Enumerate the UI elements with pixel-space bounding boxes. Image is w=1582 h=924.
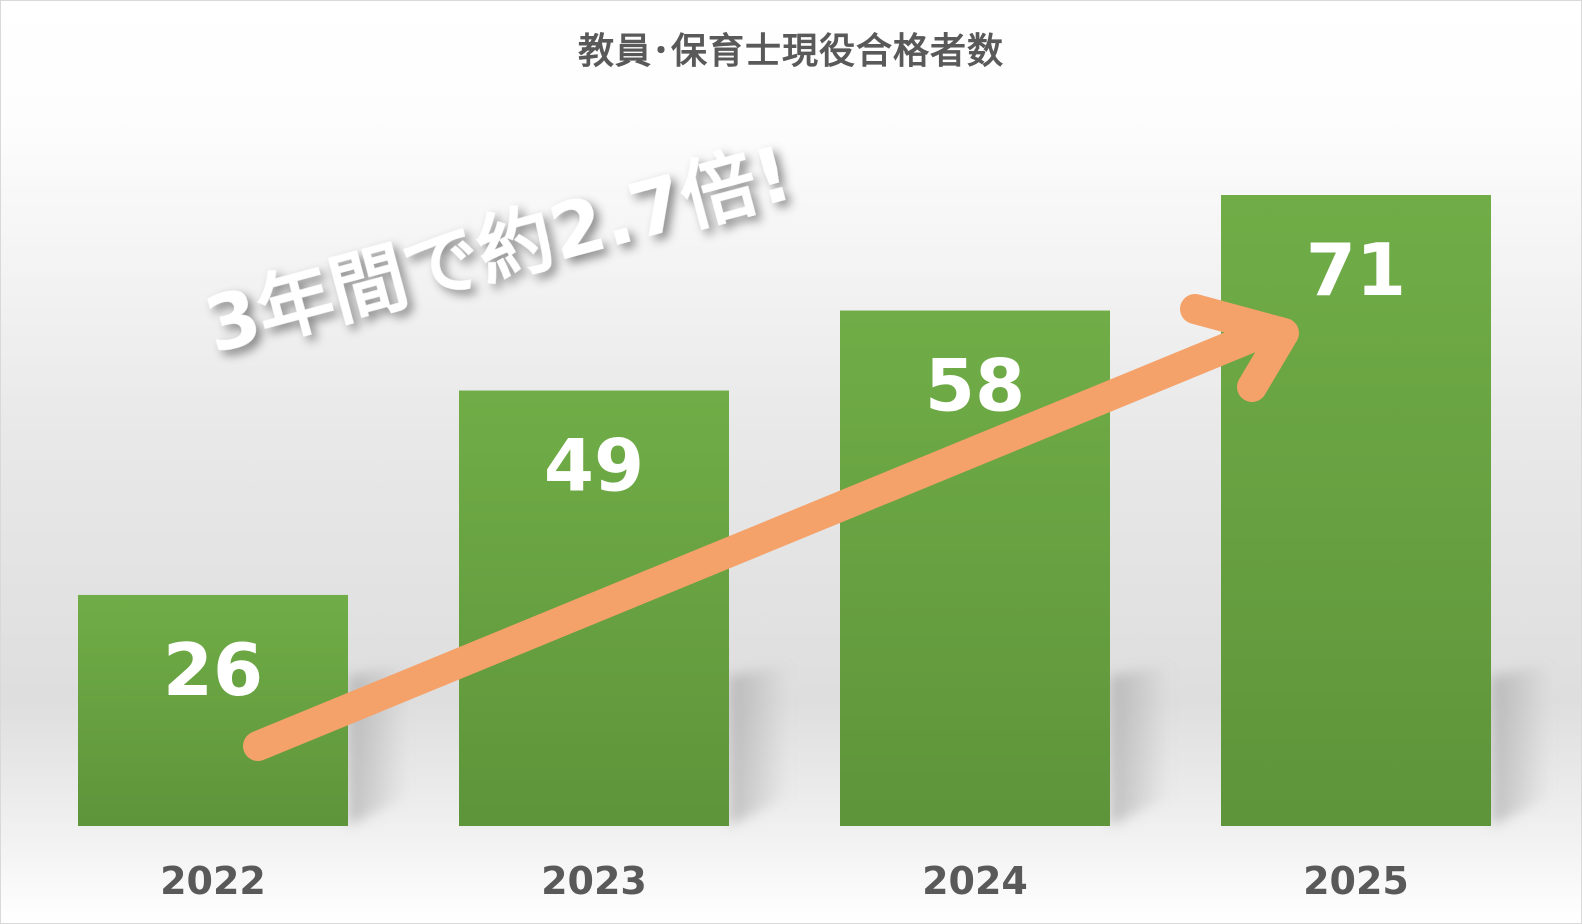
value-label-2023: 49 — [544, 424, 644, 508]
x-tick-label-2024: 2024 — [922, 859, 1028, 903]
x-tick-label-2022: 2022 — [160, 859, 266, 903]
bar-shadow-2025 — [1491, 664, 1551, 826]
x-tick-label-2025: 2025 — [1303, 859, 1409, 903]
value-label-2022: 26 — [163, 628, 263, 712]
value-label-2024: 58 — [925, 344, 1025, 428]
value-labels: 26 49 58 71 — [163, 228, 1406, 712]
bar-2025 — [1221, 195, 1491, 826]
x-axis-tick-labels: 2022 2023 2024 2025 — [160, 859, 1409, 903]
trend-arrow-head — [1180, 294, 1299, 402]
value-label-2025: 71 — [1306, 228, 1406, 312]
trend-arrow — [243, 294, 1299, 761]
x-tick-label-2023: 2023 — [541, 859, 647, 903]
bar-shadow-2023 — [729, 664, 789, 826]
bars — [78, 195, 1491, 826]
bar-shadow-2024 — [1110, 664, 1170, 826]
bar-2022 — [78, 594, 348, 826]
chart-title: 教員･保育士現役合格者数 — [577, 31, 1004, 72]
bar-shadows — [348, 664, 1551, 826]
annotation-text: 3年間で約2.7倍! — [196, 128, 801, 370]
bar-2024 — [840, 310, 1110, 826]
trend-arrow-shaft — [243, 315, 1285, 761]
